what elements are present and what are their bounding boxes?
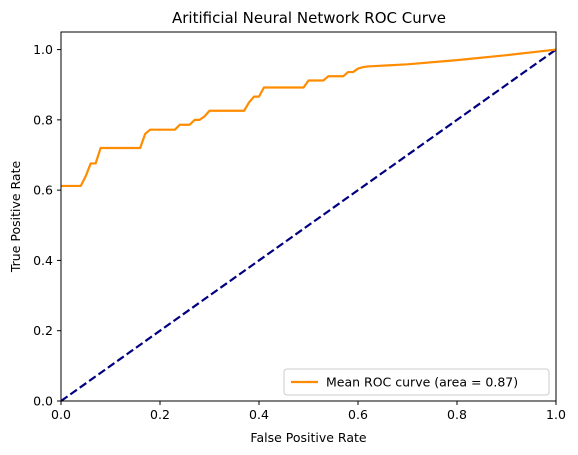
legend-label: Mean ROC curve (area = 0.87) xyxy=(326,375,518,390)
y-tick-label: 0.0 xyxy=(33,394,53,409)
legend-box xyxy=(283,368,550,396)
plot-frame xyxy=(60,31,557,402)
x-tick-label: 0.6 xyxy=(348,407,368,422)
x-tick-label: 0.8 xyxy=(447,407,467,422)
x-tick-label: 1.0 xyxy=(546,407,566,422)
plot-lines xyxy=(60,48,557,402)
x-axis-label: False Positive Rate xyxy=(250,430,366,445)
y-tick-label: 0.4 xyxy=(33,253,53,268)
x-tick-label: 0.2 xyxy=(150,407,170,422)
y-tick-label: 0.2 xyxy=(33,323,53,338)
y-tick-label: 0.6 xyxy=(33,183,53,198)
y-axis: 0.0 0.2 0.4 0.6 0.8 1.0 xyxy=(33,42,61,409)
x-tick-label: 0.4 xyxy=(249,407,269,422)
chart-title: Aritificial Neural Network ROC Curve xyxy=(172,9,446,27)
y-tick-label: 0.8 xyxy=(33,112,53,127)
x-axis: 0.0 0.2 0.4 0.6 0.8 1.0 xyxy=(51,401,566,422)
y-tick-label: 1.0 xyxy=(33,42,53,57)
mean-roc-curve-line xyxy=(61,48,557,188)
x-tick-label: 0.0 xyxy=(51,407,71,422)
legend: Mean ROC curve (area = 0.87) xyxy=(283,368,550,396)
y-axis-label: True Positive Rate xyxy=(8,161,23,274)
chance-diagonal-line xyxy=(60,48,557,402)
